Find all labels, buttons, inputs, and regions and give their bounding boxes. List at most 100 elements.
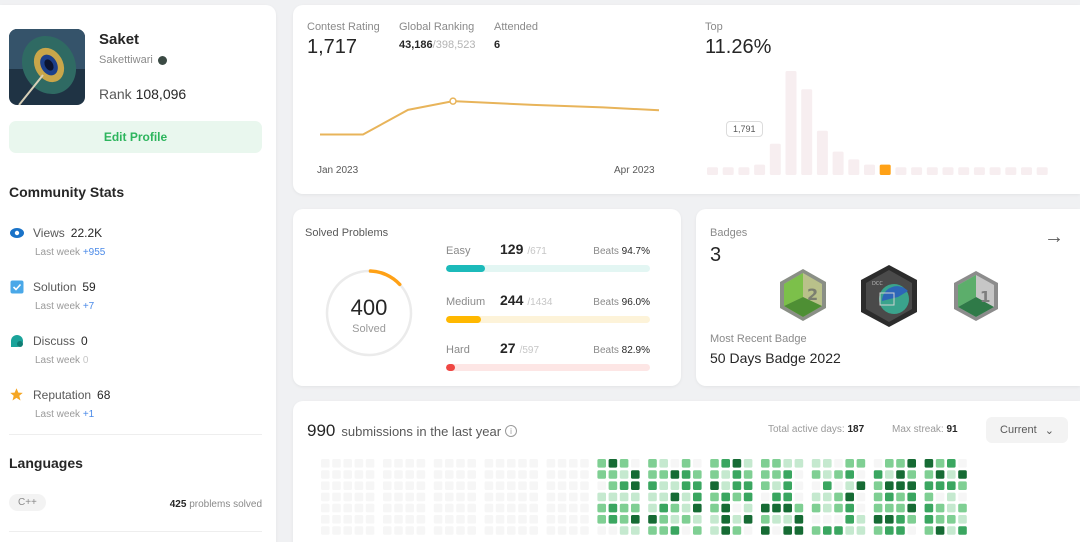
heatmap-cell[interactable]	[354, 503, 364, 513]
heatmap-cell[interactable]	[580, 503, 589, 513]
rating-line-chart[interactable]	[293, 5, 693, 194]
heatmap-cell[interactable]	[445, 515, 454, 524]
heatmap-cell[interactable]	[631, 470, 640, 479]
heatmap-cell[interactable]	[416, 470, 426, 479]
heatmap-cell[interactable]	[772, 503, 781, 513]
heatmap-cell[interactable]	[405, 481, 414, 490]
heatmap-cell[interactable]	[947, 481, 956, 490]
heatmap-cell[interactable]	[467, 515, 476, 524]
heatmap-cell[interactable]	[321, 481, 330, 490]
heatmap-cell[interactable]	[670, 492, 680, 502]
heatmap-cell[interactable]	[507, 481, 516, 490]
heatmap-cell[interactable]	[394, 481, 403, 490]
heatmap-cell[interactable]	[693, 526, 702, 535]
heatmap-cell[interactable]	[732, 470, 742, 479]
heatmap-cell[interactable]	[495, 492, 505, 502]
heatmap-cell[interactable]	[546, 492, 556, 502]
heatmap-cell[interactable]	[721, 503, 730, 513]
heatmap-cell[interactable]	[597, 459, 606, 468]
heatmap-cell[interactable]	[721, 481, 730, 490]
heatmap-cell[interactable]	[823, 503, 832, 513]
heatmap-cell[interactable]	[896, 470, 905, 479]
histogram-bar[interactable]	[769, 143, 781, 175]
heatmap-cell[interactable]	[659, 481, 668, 490]
heatmap-cell[interactable]	[456, 481, 465, 490]
heatmap-cell[interactable]	[433, 470, 443, 479]
rating-peak-point[interactable]	[449, 97, 457, 105]
heatmap-cell[interactable]	[597, 526, 606, 535]
heatmap-cell[interactable]	[383, 470, 392, 479]
histogram-bar[interactable]	[1005, 167, 1017, 175]
heatmap-cell[interactable]	[834, 526, 843, 535]
heatmap-cell[interactable]	[783, 503, 792, 513]
heatmap-cell[interactable]	[456, 459, 465, 468]
heatmap-cell[interactable]	[456, 492, 465, 502]
heatmap-cell[interactable]	[648, 526, 657, 535]
heatmap-cell[interactable]	[907, 459, 916, 468]
heatmap-cell[interactable]	[958, 503, 967, 513]
heatmap-cell[interactable]	[619, 515, 629, 524]
heatmap-cell[interactable]	[710, 481, 719, 490]
heatmap-cell[interactable]	[670, 459, 680, 468]
heatmap-cell[interactable]	[529, 459, 538, 468]
heatmap-cell[interactable]	[924, 492, 934, 502]
heatmap-cell[interactable]	[693, 503, 702, 513]
heatmap-cell[interactable]	[885, 459, 894, 468]
heatmap-cell[interactable]	[546, 526, 556, 535]
heatmap-cell[interactable]	[856, 492, 866, 502]
heatmap-cell[interactable]	[958, 470, 967, 479]
heatmap-cell[interactable]	[794, 503, 804, 513]
heatmap-cell[interactable]	[811, 481, 821, 490]
histogram-bar[interactable]	[722, 167, 734, 175]
heatmap-cell[interactable]	[495, 503, 505, 513]
heatmap-cell[interactable]	[710, 492, 719, 502]
heatmap-cell[interactable]	[761, 470, 770, 479]
heatmap-cell[interactable]	[569, 503, 578, 513]
heatmap-cell[interactable]	[710, 459, 719, 468]
heatmap-cell[interactable]	[433, 459, 443, 468]
heatmap-cell[interactable]	[743, 526, 753, 535]
heatmap-cell[interactable]	[321, 492, 330, 502]
histogram-bar[interactable]	[754, 164, 766, 175]
heatmap-cell[interactable]	[845, 470, 854, 479]
heatmap-cell[interactable]	[811, 459, 821, 468]
heatmap-cell[interactable]	[924, 481, 934, 490]
heatmap-cell[interactable]	[433, 515, 443, 524]
heatmap-cell[interactable]	[518, 470, 527, 479]
heatmap-cell[interactable]	[405, 459, 414, 468]
heatmap-cell[interactable]	[332, 515, 341, 524]
heatmap-cell[interactable]	[743, 470, 753, 479]
heatmap-cell[interactable]	[873, 503, 883, 513]
heatmap-cell[interactable]	[354, 526, 364, 535]
heatmap-cell[interactable]	[343, 515, 352, 524]
heatmap-cell[interactable]	[484, 526, 494, 535]
heatmap-cell[interactable]	[343, 492, 352, 502]
heatmap-cell[interactable]	[394, 503, 403, 513]
heatmap-cell[interactable]	[873, 459, 883, 468]
heatmap-cell[interactable]	[924, 526, 934, 535]
heatmap-cell[interactable]	[761, 481, 770, 490]
heatmap-cell[interactable]	[416, 492, 426, 502]
heatmap-cell[interactable]	[456, 503, 465, 513]
submission-heatmap[interactable]	[293, 401, 1080, 542]
heatmap-cell[interactable]	[546, 459, 556, 468]
heatmap-cell[interactable]	[332, 470, 341, 479]
edit-profile-button[interactable]: Edit Profile	[9, 121, 262, 153]
heatmap-cell[interactable]	[332, 526, 341, 535]
histogram-bar[interactable]	[1021, 167, 1032, 175]
heatmap-cell[interactable]	[445, 470, 454, 479]
heatmap-cell[interactable]	[783, 492, 792, 502]
heatmap-cell[interactable]	[619, 481, 629, 490]
badge-50-days-2022[interactable]: DCC	[858, 263, 920, 329]
heatmap-cell[interactable]	[732, 459, 742, 468]
heatmap-cell[interactable]	[811, 503, 821, 513]
badge-annual-1[interactable]: 1	[951, 269, 1001, 323]
heatmap-cell[interactable]	[896, 503, 905, 513]
heatmap-cell[interactable]	[670, 526, 680, 535]
heatmap-cell[interactable]	[761, 492, 770, 502]
heatmap-cell[interactable]	[772, 526, 781, 535]
heatmap-cell[interactable]	[529, 515, 538, 524]
heatmap-cell[interactable]	[354, 470, 364, 479]
heatmap-cell[interactable]	[507, 459, 516, 468]
heatmap-cell[interactable]	[569, 515, 578, 524]
